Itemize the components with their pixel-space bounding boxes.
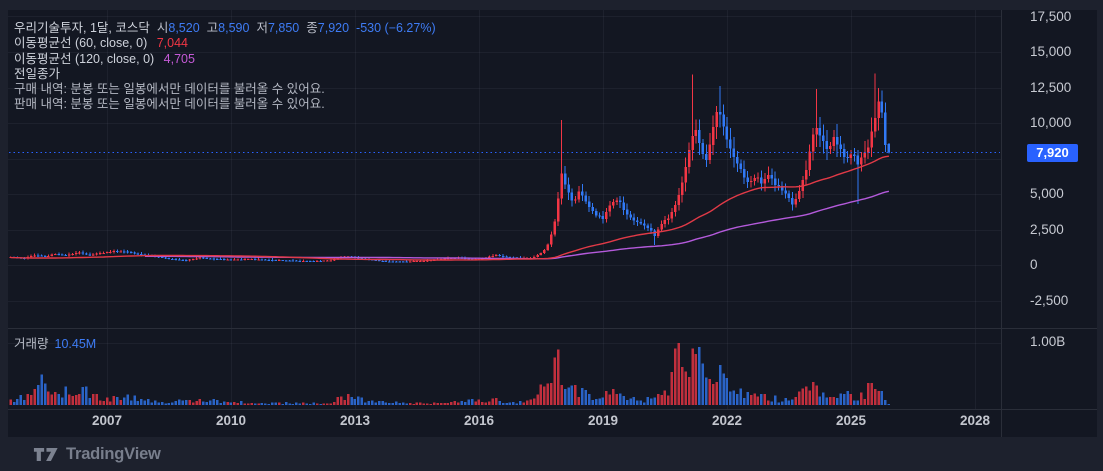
ma120-value: 4,705 — [163, 52, 195, 66]
price-axis-label: 12,500 — [1030, 79, 1072, 95]
sell-history-note: 판매 내역: 분봉 또는 일봉에서만 데이터를 불러올 수 있어요. — [14, 97, 325, 111]
price-axis-label: 2,500 — [1030, 221, 1064, 237]
change-value: -530 (−6.27%) — [356, 21, 436, 35]
open-value: 8,520 — [168, 21, 200, 35]
time-axis-label: 2016 — [463, 413, 494, 428]
chart-panel[interactable] — [8, 10, 1097, 437]
price-axis-label: 17,500 — [1030, 8, 1072, 24]
time-axis-label: 2010 — [215, 413, 246, 428]
time-axis-label: 2007 — [91, 413, 123, 428]
ma60-value: 7,044 — [156, 36, 188, 50]
volume-value: 10.45M — [54, 337, 97, 351]
prev-close-legend-row[interactable]: 전일종가 — [14, 67, 60, 82]
price-axis-label: 0 — [1030, 257, 1038, 272]
open-label: 시 — [156, 21, 169, 35]
sell-history-legend-row[interactable]: 판매 내역: 분봉 또는 일봉에서만 데이터를 불러올 수 있어요. — [14, 97, 325, 112]
ma120-label[interactable]: 이동평균선 (120, close, 0) — [14, 52, 155, 66]
time-axis-label: 2022 — [711, 413, 742, 428]
price-axis-label: 15,000 — [1030, 44, 1072, 59]
time-axis-label: 2013 — [339, 413, 370, 428]
buy-history-note: 구매 내역: 분봉 또는 일봉에서만 데이터를 불러올 수 있어요. — [14, 82, 325, 96]
close-value: 7,920 — [317, 21, 350, 35]
symbol-title[interactable]: 우리기술투자, 1달, 코스닥 — [14, 21, 150, 35]
ma60-legend-row[interactable]: 이동평균선 (60, close, 0) 7,044 — [14, 36, 188, 51]
volume-axis-label: 1.00B — [1030, 334, 1066, 349]
footer-bar: TradingView — [33, 444, 161, 464]
tradingview-brand-text[interactable]: TradingView — [66, 444, 161, 463]
price-axis-label: 10,000 — [1030, 115, 1072, 130]
high-value: 8,590 — [218, 21, 250, 35]
price-axis-label: 5,000 — [1030, 186, 1064, 201]
tradingview-logo-icon[interactable] — [33, 446, 59, 463]
volume-legend-row[interactable]: 거래량 10.45M — [14, 337, 96, 352]
high-label: 고 — [206, 21, 219, 35]
ma60-label[interactable]: 이동평균선 (60, close, 0) — [14, 36, 148, 50]
low-value: 7,850 — [267, 21, 300, 35]
chart-canvas[interactable] — [8, 10, 1097, 437]
buy-history-legend-row[interactable]: 구매 내역: 분봉 또는 일봉에서만 데이터를 불러올 수 있어요. — [14, 82, 325, 97]
low-label: 저 — [256, 21, 268, 35]
time-axis-label: 2028 — [959, 413, 990, 428]
price-axis-label: -2,500 — [1030, 292, 1069, 308]
close-label: 종 — [306, 21, 318, 35]
current-price-label: 7,920 — [1027, 143, 1078, 162]
ma120-legend-row[interactable]: 이동평균선 (120, close, 0) 4,705 — [14, 52, 195, 67]
time-axis-label: 2019 — [587, 413, 618, 428]
prev-close-label[interactable]: 전일종가 — [14, 67, 61, 81]
symbol-legend-row[interactable]: 우리기술투자, 1달, 코스닥 시8,520 고8,590 저7,850 종7,920-… — [14, 21, 436, 36]
time-axis-label: 2025 — [835, 413, 866, 428]
volume-label[interactable]: 거래량 — [14, 337, 49, 351]
